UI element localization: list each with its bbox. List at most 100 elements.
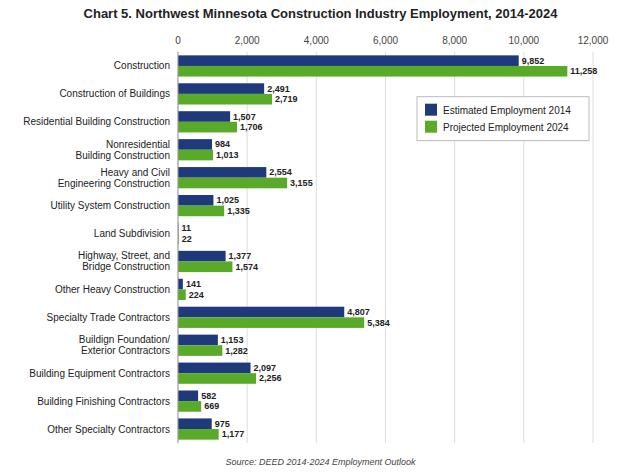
category-label-line: Construction of Buildings [59,88,170,99]
category-label: Land Subdivision [94,228,170,239]
data-label: 1,377 [229,251,252,261]
grid-line [316,52,317,443]
legend: Estimated Employment 2014 Projected Emplo… [417,97,589,141]
data-label: 984 [215,139,230,149]
category-label-line: Bridge Construction [82,261,170,272]
category-label-line: Building Finishing Contractors [37,396,170,407]
bar [178,178,287,189]
data-label: 2,554 [269,167,292,177]
category-label-line: Building Construction [76,150,171,161]
category-label-line: Land Subdivision [94,228,170,239]
bar [178,167,266,178]
legend-swatch [425,121,437,133]
data-label: 1,335 [227,206,250,216]
bar [178,195,213,206]
category-label-line: Specialty Trade Contractors [47,312,170,323]
category-label: Utility System Construction [51,200,170,211]
bar [178,317,364,328]
data-label: 2,491 [267,84,290,94]
data-label: 1,153 [221,335,244,345]
category-label: Other Specialty Contractors [47,424,170,435]
category-label: Heavy and CivilEngineering Construction [58,167,170,189]
data-label: 224 [189,290,204,300]
annotation: Source: DEED 2014-2024 Employment Outloo… [225,457,416,467]
data-label: 9,852 [522,56,545,66]
data-labels: 9,852 2,491 1,507 984 2,554 1,025 11 1,377 141 4,… [181,56,597,440]
tick-label: 4,000 [304,35,329,46]
bar [178,373,256,384]
bar [178,55,519,66]
bar [178,111,230,122]
data-label: 5,384 [367,318,390,328]
tick-label: 8,000 [442,35,467,46]
category-label-line: Exterior Contractors [81,345,170,356]
category-label: Building Equipment Contractors [29,368,170,379]
category-label-line: Heavy and Civil [101,167,170,178]
chart: Chart 5. Northwest Minnesota Constructio… [0,0,641,473]
bar [178,139,212,150]
data-label: 975 [215,419,230,429]
data-label: 22 [182,234,192,244]
bar [178,289,186,300]
category-label-line: Other Heavy Construction [55,284,170,295]
grid-line [385,52,386,443]
bar [178,83,264,94]
bar [178,335,218,346]
data-label: 1,177 [222,429,245,439]
bar [178,429,219,440]
category-label-line: Utility System Construction [51,200,170,211]
category-label: Construction of Buildings [59,88,170,99]
data-label: 1,282 [225,346,248,356]
legend-label: Estimated Employment 2014 [443,105,571,116]
bar [178,345,222,356]
bar [178,122,237,133]
data-label: 11 [181,223,191,233]
grid [178,52,593,443]
data-label: 1,706 [240,122,263,132]
category-label: Residential Building Construction [23,116,170,127]
legend-box [417,97,589,141]
data-label: 11,258 [570,66,597,76]
category-label-line: Buildign Foundation/ [79,334,170,345]
axis-line [178,52,179,443]
bar [178,150,213,161]
data-label: 4,807 [347,307,370,317]
category-label: Buildign Foundation/Exterior Contractors [79,334,170,356]
category-label: Building Finishing Contractors [37,396,170,407]
data-label: 669 [204,401,219,411]
category-label: Construction [114,60,170,71]
legend-swatch [425,104,437,116]
bar [178,279,183,290]
category-label: Highway, Street, andBridge Construction [78,250,170,272]
tick-label: 10,000 [509,35,540,46]
tick-label: 6,000 [373,35,398,46]
legend-label: Projected Employment 2024 [443,122,569,133]
bar [178,390,198,401]
data-label: 1,507 [233,112,256,122]
bar [178,66,567,77]
category-label: Other Heavy Construction [55,284,170,295]
data-label: 1,013 [216,150,239,160]
bar [178,261,232,272]
data-label: 1,574 [235,262,258,272]
bar [178,206,224,217]
grid-line [178,52,179,443]
category-label: Specialty Trade Contractors [47,312,170,323]
data-label: 2,719 [275,94,298,104]
bar [178,251,226,262]
category-label: NonresidentialBuilding Construction [76,139,171,161]
data-label: 141 [186,279,201,289]
bar [178,418,212,429]
tick-label: 0 [175,35,181,46]
grid-line [593,52,594,443]
bar [178,307,344,318]
bar [178,94,272,105]
data-label: 2,256 [259,373,282,383]
data-label: 1,025 [216,195,239,205]
data-label: 582 [201,391,216,401]
data-label: 2,097 [254,363,277,373]
category-label-line: Highway, Street, and [78,250,170,261]
category-label-line: Engineering Construction [58,178,170,189]
bar [178,401,201,412]
category-label-line: Residential Building Construction [23,116,170,127]
